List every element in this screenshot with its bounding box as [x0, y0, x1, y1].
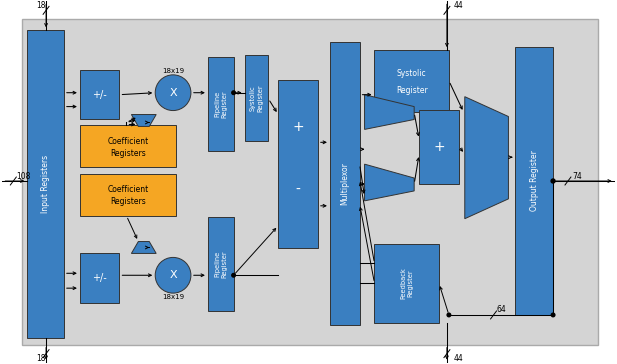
Polygon shape — [131, 242, 156, 253]
Text: X: X — [169, 88, 177, 98]
Bar — [27, 30, 64, 338]
Text: 18: 18 — [36, 354, 46, 363]
Polygon shape — [131, 115, 156, 126]
Bar — [208, 57, 234, 151]
Bar — [419, 110, 459, 184]
Text: Coefficient: Coefficient — [107, 137, 149, 146]
Text: 18x19: 18x19 — [162, 294, 184, 300]
Circle shape — [232, 273, 235, 277]
Polygon shape — [365, 164, 414, 201]
Bar — [80, 253, 120, 303]
Bar — [515, 47, 553, 315]
Text: Registers: Registers — [110, 149, 146, 158]
Bar — [330, 42, 360, 325]
Circle shape — [155, 75, 191, 111]
Text: 108: 108 — [16, 171, 31, 181]
Bar — [278, 80, 318, 249]
Polygon shape — [465, 97, 508, 219]
Polygon shape — [365, 95, 414, 130]
Text: 74: 74 — [572, 171, 582, 181]
Text: Input Registers: Input Registers — [41, 155, 50, 213]
Text: 64: 64 — [497, 305, 507, 314]
Bar — [80, 126, 176, 167]
Text: Registers: Registers — [110, 198, 146, 206]
Text: 44: 44 — [454, 1, 463, 10]
Bar — [80, 174, 176, 216]
Text: Pipeline
Register: Pipeline Register — [214, 90, 228, 118]
Text: Coefficient: Coefficient — [107, 185, 149, 194]
Text: Output Register: Output Register — [530, 151, 539, 211]
Text: 18x19: 18x19 — [162, 68, 184, 74]
Circle shape — [232, 91, 235, 95]
Text: Systolic
Register: Systolic Register — [250, 84, 263, 112]
Circle shape — [551, 179, 555, 183]
Text: Multiplexor: Multiplexor — [340, 162, 349, 205]
Text: 44: 44 — [454, 354, 463, 363]
Circle shape — [552, 313, 555, 317]
Text: +/-: +/- — [93, 90, 107, 100]
Text: 18: 18 — [36, 1, 46, 10]
Text: Systolic: Systolic — [397, 69, 426, 78]
Bar — [375, 50, 449, 111]
Bar — [244, 55, 268, 141]
Text: Pipeline
Register: Pipeline Register — [214, 250, 228, 278]
Text: X: X — [169, 270, 177, 280]
Text: -: - — [296, 182, 300, 197]
Text: Register: Register — [396, 86, 428, 95]
Text: Feedback
Register: Feedback Register — [400, 267, 413, 299]
Bar — [80, 70, 120, 119]
Text: +: + — [292, 120, 304, 134]
Bar — [375, 244, 439, 323]
Bar — [208, 217, 234, 311]
Text: +: + — [433, 140, 445, 154]
Circle shape — [155, 257, 191, 293]
Circle shape — [447, 313, 450, 317]
Text: +/-: +/- — [93, 273, 107, 283]
